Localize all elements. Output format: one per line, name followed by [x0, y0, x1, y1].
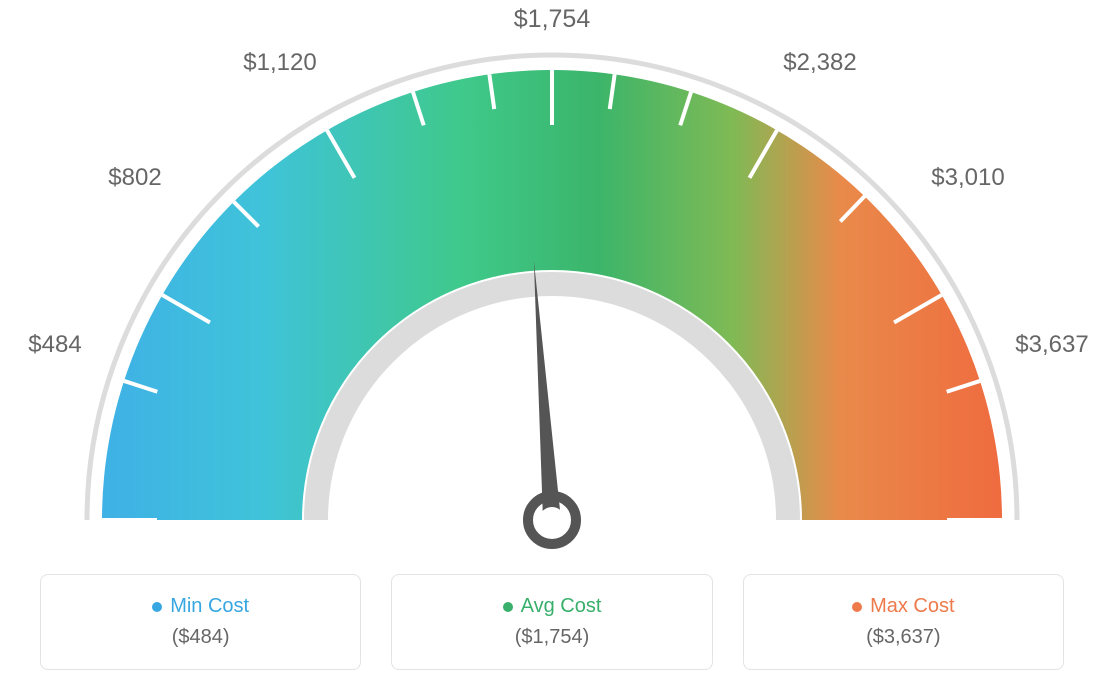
legend-title-label: Max Cost [870, 595, 954, 618]
legend-title-label: Avg Cost [521, 595, 602, 618]
legend-card-min: Min Cost ($484) [40, 574, 361, 670]
legend-title-max: Max Cost [852, 595, 954, 618]
svg-text:$1,120: $1,120 [243, 49, 316, 76]
svg-text:$1,754: $1,754 [514, 5, 591, 33]
legend-title-avg: Avg Cost [503, 595, 602, 618]
legend-title-min: Min Cost [152, 595, 249, 618]
gauge-chart: $484 $802 $1,120 $1,754 $2,382 $3,010 $3,637 [0, 0, 1104, 560]
legend-title-label: Min Cost [170, 595, 249, 618]
legend-value-min: ($484) [172, 626, 230, 649]
dot-icon [503, 602, 513, 612]
legend-card-avg: Avg Cost ($1,754) [391, 574, 712, 670]
legend-value-max: ($3,637) [866, 626, 941, 649]
svg-text:$3,637: $3,637 [1015, 331, 1088, 358]
svg-text:$802: $802 [108, 164, 161, 191]
dot-icon [152, 602, 162, 612]
legend-value-avg: ($1,754) [515, 626, 590, 649]
svg-text:$3,010: $3,010 [931, 164, 1004, 191]
svg-text:$484: $484 [28, 331, 81, 358]
dot-icon [852, 602, 862, 612]
svg-text:$2,382: $2,382 [783, 49, 856, 76]
legend-row: Min Cost ($484) Avg Cost ($1,754) Max Co… [40, 574, 1064, 670]
legend-card-max: Max Cost ($3,637) [743, 574, 1064, 670]
